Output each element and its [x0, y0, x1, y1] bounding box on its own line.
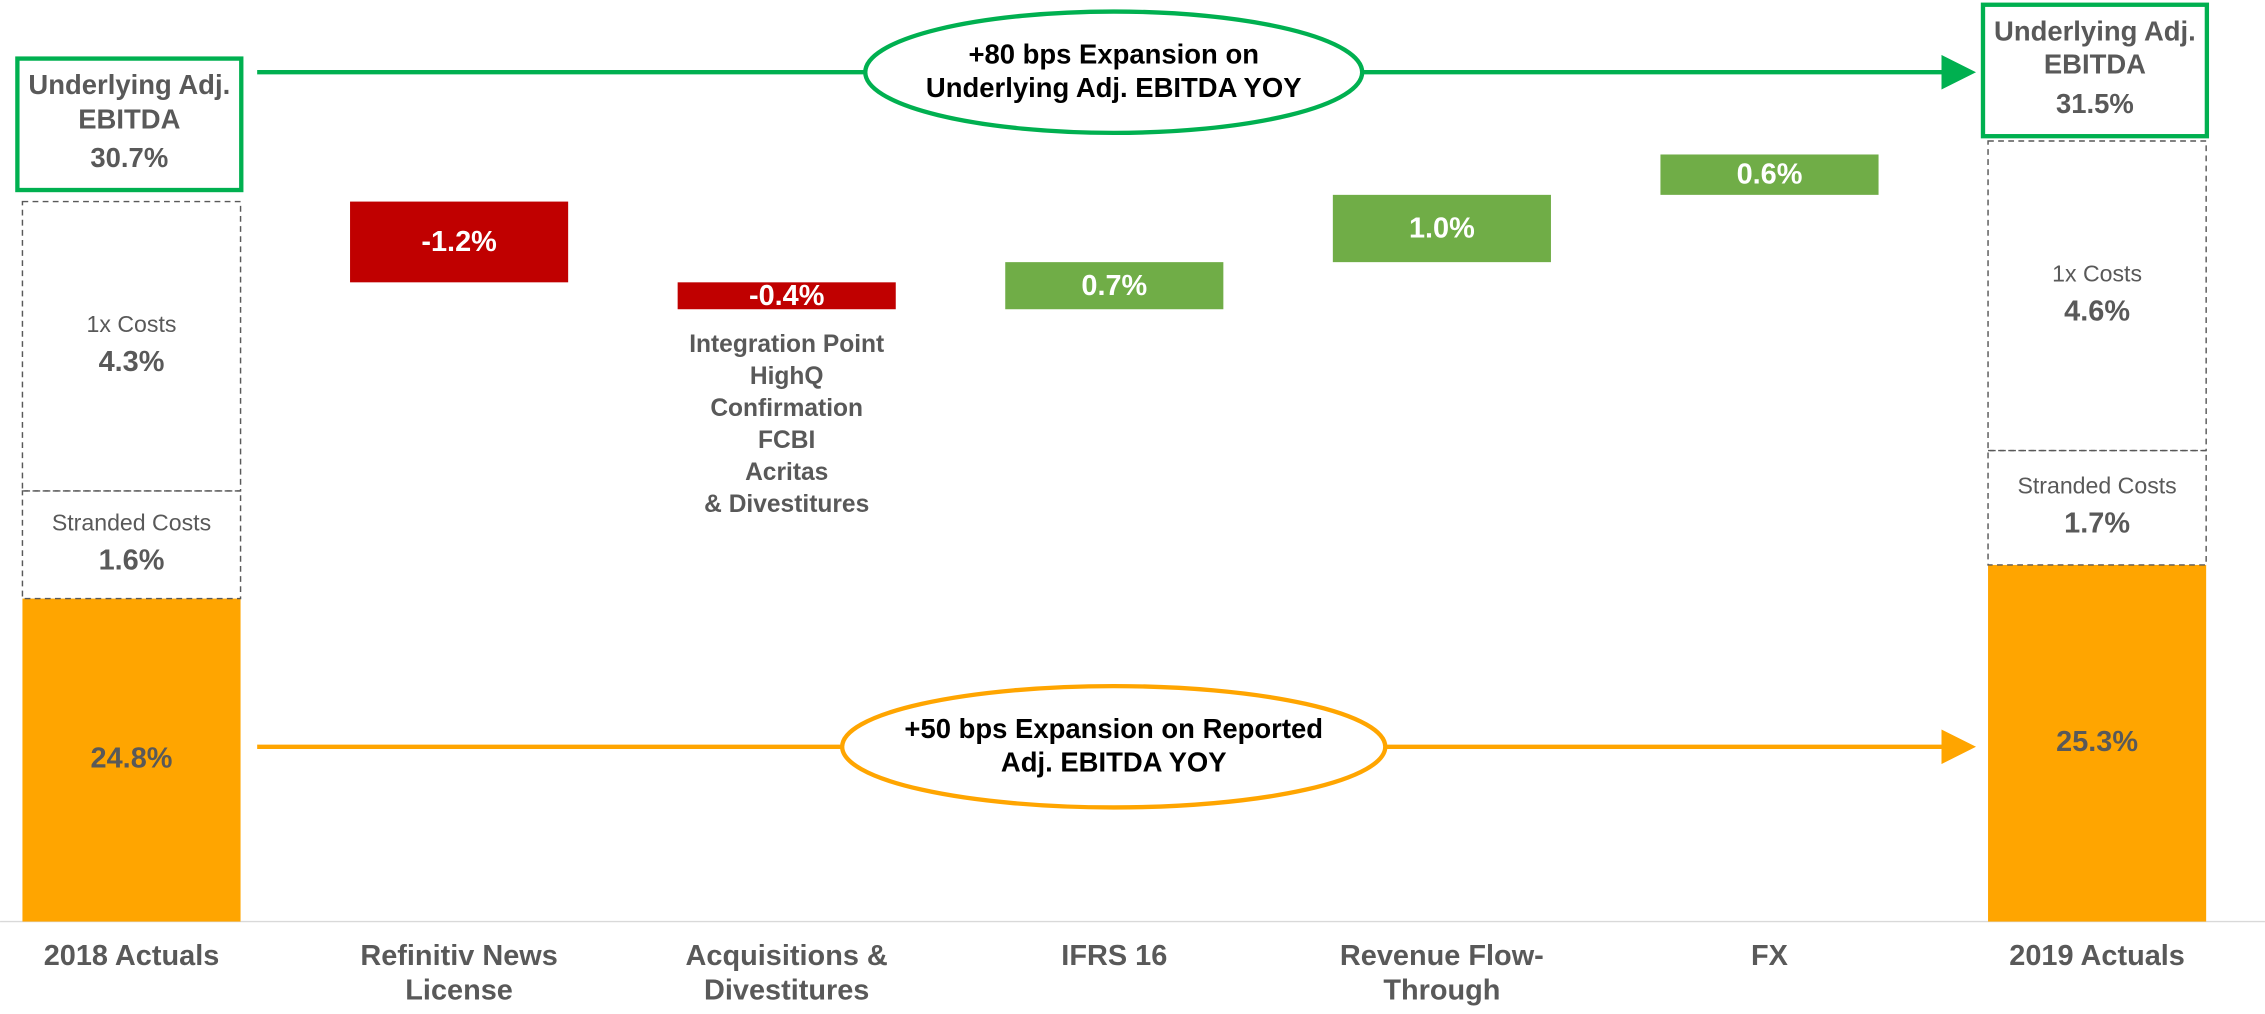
step-note: & Divestitures: [704, 491, 869, 518]
x-tick-label: Refinitiv News License: [360, 940, 558, 1008]
callout-text: +50 bps Expansion on Reported Adj. EBITD…: [904, 714, 1324, 779]
step-bar: [1005, 262, 1224, 310]
x-tick-label: FX: [1751, 940, 1788, 973]
x-tick-label: Revenue Flow-Through: [1339, 940, 1544, 1008]
segment-value-label: 1.7%: [2064, 508, 2130, 540]
callout-ellipse: [840, 683, 1388, 810]
callout-text-box: +50 bps Expansion on Reported Adj. EBITD…: [904, 714, 1324, 779]
step-bar: [1660, 154, 1879, 195]
segment-name: Stranded Costs: [2017, 473, 2176, 499]
segment: [1988, 564, 2207, 922]
x-tick-label: 2018 Actuals: [43, 940, 220, 973]
step-note: Integration Point: [689, 331, 884, 358]
step-note: Acritas: [745, 459, 828, 486]
step-bar: [350, 201, 569, 283]
step-value-label: -0.4%: [749, 280, 824, 312]
x-tick-label: 2019 Actuals: [2009, 940, 2185, 973]
total-label-box: Underlying Adj. EBITDA: [28, 71, 231, 136]
x-tick-label-box: Refinitiv News License: [360, 940, 558, 1008]
segment-name: 1x Costs: [2052, 261, 2142, 287]
step-value-label: 0.6%: [1737, 159, 1803, 191]
step-bar: [1332, 194, 1551, 263]
step-note: HighQ: [750, 363, 824, 390]
total-box: [15, 56, 244, 193]
segment: [22, 598, 241, 922]
x-tick-label: Acquisitions & Divestitures: [685, 940, 888, 1008]
segment: [21, 200, 242, 492]
step-value-label: 1.0%: [1409, 213, 1475, 245]
x-tick-label-box: Revenue Flow-Through: [1339, 940, 1544, 1008]
segment-name: Stranded Costs: [52, 510, 211, 536]
segment: [1987, 140, 2207, 452]
step-note: Confirmation: [710, 395, 863, 422]
total-label: Underlying Adj. EBITDA: [1994, 17, 2196, 82]
segment: [1987, 449, 2207, 566]
x-tick-label-box: 2019 Actuals: [2009, 940, 2185, 973]
x-tick-label-box: FX: [1751, 940, 1788, 973]
callout-text-box: +80 bps Expansion on Underlying Adj. EBI…: [925, 40, 1302, 104]
step-note: FCBI: [758, 427, 815, 454]
segment-value-label: 4.3%: [99, 346, 165, 378]
segment-value-label: 4.6%: [2064, 296, 2130, 328]
segment: [21, 490, 242, 600]
segment-name: 1x Costs: [87, 311, 177, 337]
segment-value-label: 25.3%: [2056, 726, 2138, 758]
total-box: [1980, 2, 2210, 139]
segment-value-label: 24.8%: [91, 743, 173, 775]
callout-ellipse: [863, 9, 1365, 136]
total-label-box: Underlying Adj. EBITDA: [1994, 17, 2196, 82]
step-value-label: 0.7%: [1081, 270, 1147, 302]
callout-text: +80 bps Expansion on Underlying Adj. EBI…: [925, 40, 1302, 104]
step-value-label: -1.2%: [421, 226, 496, 258]
x-tick-label-box: Acquisitions & Divestitures: [685, 940, 888, 1008]
total-label: Underlying Adj. EBITDA: [28, 71, 231, 136]
x-tick-label: IFRS 16: [1061, 940, 1168, 973]
step-bar: [677, 282, 896, 310]
x-tick-label-box: IFRS 16: [1061, 940, 1168, 973]
total-value-label: 30.7%: [90, 142, 168, 173]
total-value-label: 31.5%: [2056, 88, 2134, 119]
segment-value-label: 1.6%: [99, 545, 165, 577]
x-tick-label-box: 2018 Actuals: [43, 940, 220, 973]
